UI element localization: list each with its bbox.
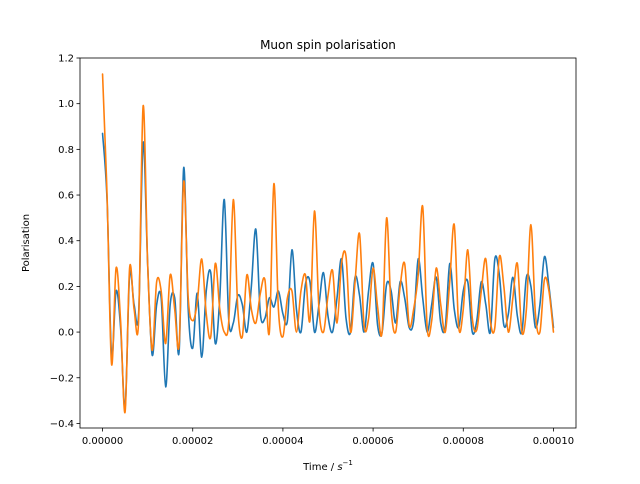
x-tick-label: 0.00010 [533, 436, 574, 447]
y-axis: −0.4 −0.2 0.0 0.2 0.4 0.6 0.8 1.0 1.2 [50, 54, 80, 430]
series-line-1 [101, 132, 555, 409]
y-axis-label: Polarisation [21, 214, 32, 272]
y-tick-label: 0.4 [58, 236, 74, 247]
series-line-2 [101, 73, 555, 414]
y-tick-label: 0.8 [58, 145, 74, 156]
series-group [101, 73, 555, 414]
x-tick-label: 0.00000 [82, 436, 123, 447]
axes-frame [79, 57, 577, 429]
y-tick-label: 1.2 [58, 54, 74, 65]
x-axis-label-unit: s [337, 462, 342, 473]
x-tick-label: 0.00006 [352, 436, 393, 447]
chart-title: Muon spin polarisation [260, 38, 396, 52]
y-tick-label: 1.0 [58, 99, 74, 110]
x-axis-label: Time / s−1 [302, 459, 353, 473]
y-tick-label: −0.4 [50, 419, 74, 430]
x-axis-label-exponent: −1 [343, 459, 353, 467]
x-tick-label: 0.00004 [262, 436, 303, 447]
x-axis: 0.00000 0.00002 0.00004 0.00006 0.00008 0.000… [82, 428, 574, 447]
y-tick-label: 0.6 [58, 191, 74, 202]
y-tick-label: 0.0 [58, 328, 74, 339]
plot-area [79, 57, 577, 429]
plot-background [80, 58, 576, 428]
x-tick-label: 0.00008 [443, 436, 484, 447]
x-axis-label-prefix: Time / [302, 462, 337, 473]
y-tick-label: −0.2 [50, 373, 74, 384]
y-tick-label: 0.2 [58, 282, 74, 293]
x-tick-label: 0.00002 [172, 436, 213, 447]
